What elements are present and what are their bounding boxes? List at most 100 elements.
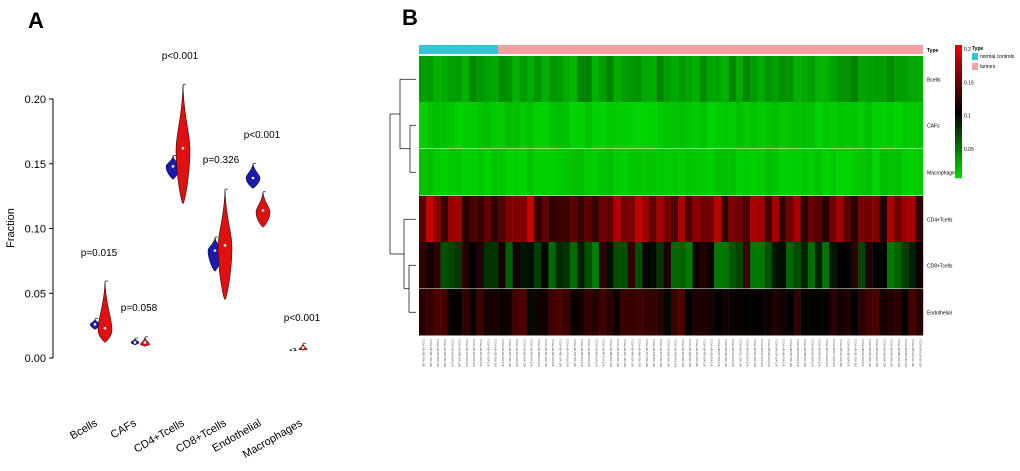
heatmap-cell: [678, 242, 686, 289]
colorbar-tick-label: 0.15: [964, 80, 974, 86]
heatmap-cell: [447, 149, 456, 196]
heatmap-cell: [807, 149, 816, 196]
heatmap-cell: [750, 196, 758, 243]
heatmap-cell: [829, 56, 837, 103]
heatmap-cell: [692, 242, 700, 289]
heatmap-cell: [908, 102, 916, 149]
heatmap-cell: [678, 149, 686, 196]
y-tick-label: 0.20: [25, 94, 46, 106]
column-label: TCGA-AB-4BA-03A-11R: [638, 339, 642, 367]
heatmap-cell: [548, 102, 556, 149]
heatmap-cell: [527, 242, 535, 289]
heatmap-cell: [663, 289, 672, 336]
heatmap-cell: [685, 242, 693, 289]
heatmap-cell: [642, 289, 650, 336]
heatmap-cell: [505, 289, 513, 336]
heatmap-cell: [887, 56, 895, 103]
heatmap-cell: [908, 149, 916, 196]
column-label: TCGA-AB-5A1-03A-11R: [875, 339, 879, 367]
heatmap-cell: [555, 102, 564, 149]
heatmap-cell: [440, 196, 448, 243]
heatmap-cell: [433, 289, 441, 336]
heatmap-cell: [440, 56, 448, 103]
heatmap-cell: [743, 56, 751, 103]
column-label: TCGA-AB-404-03A-11R: [450, 339, 454, 367]
heatmap-cell: [555, 289, 564, 336]
column-label: TCGA-AB-3EF-03A-11R: [429, 339, 433, 367]
row-label: CAFs: [927, 123, 940, 129]
row-label: CD8+Tcells: [927, 263, 953, 269]
heatmap-cell: [671, 289, 679, 336]
heatmap-cell: [498, 289, 506, 336]
median-point: [103, 326, 107, 330]
heatmap-cell: [901, 56, 909, 103]
colorbar-segment: [955, 71, 962, 76]
column-label: TCGA-AB-531-03A-11R: [760, 339, 764, 367]
heatmap-cell: [699, 56, 708, 103]
heatmap-cell: [455, 56, 463, 103]
annotation-cell: [469, 45, 477, 54]
heatmap-cell: [613, 149, 621, 196]
heatmap-cell: [635, 56, 643, 103]
annotation-cell: [563, 45, 571, 54]
annotation-cell: [779, 45, 787, 54]
heatmap-cell: [613, 289, 621, 336]
heatmap-cell: [584, 149, 592, 196]
column-label: TCGA-AB-4CF-03A-11R: [659, 339, 663, 367]
median-point: [301, 346, 305, 349]
annotation-cell: [671, 45, 679, 54]
column-label: TCGA-AB-538-03A-11R: [767, 339, 771, 367]
row-label: Bcells: [927, 77, 941, 83]
annotation-cell: [426, 45, 434, 54]
heatmap-cell: [815, 56, 823, 103]
heatmap-cell: [419, 56, 427, 103]
heatmap-cell: [865, 289, 873, 336]
heatmap-cell: [505, 102, 513, 149]
annotation-cell: [599, 45, 607, 54]
heatmap-cell: [426, 149, 434, 196]
heatmap-cell: [836, 289, 844, 336]
heatmap-cell: [570, 289, 578, 336]
heatmap-cell: [728, 196, 736, 243]
colorbar-segment: [955, 121, 962, 126]
heatmap-cell: [527, 149, 535, 196]
heatmap-cell: [786, 102, 794, 149]
heatmap-cell: [894, 242, 902, 289]
heatmap-cell: [786, 242, 794, 289]
heatmap-cell: [764, 56, 772, 103]
y-axis-label: Fraction: [5, 208, 17, 248]
heatmap-cell: [606, 56, 614, 103]
colorbar-segment: [955, 108, 962, 112]
heatmap-cell: [915, 149, 924, 196]
heatmap-cell: [858, 196, 866, 243]
heatmap-cell: [908, 242, 916, 289]
heatmap-cell: [599, 196, 607, 243]
annotation-cell: [800, 45, 808, 54]
heatmap-cell: [807, 242, 816, 289]
annotation-cell: [721, 45, 729, 54]
colorbar-tick-label: 0.05: [964, 147, 974, 153]
heatmap-cell: [879, 242, 888, 289]
heatmap-cell: [692, 289, 700, 336]
heatmap-cell: [865, 242, 873, 289]
heatmap-cell: [843, 102, 852, 149]
heatmap-cell: [505, 56, 513, 103]
heatmap-cell: [613, 242, 621, 289]
heatmap-cell: [512, 242, 520, 289]
annotation-cell: [577, 45, 585, 54]
heatmap-cell: [815, 102, 823, 149]
heatmap-cell: [743, 149, 751, 196]
heatmap-cell: [764, 102, 772, 149]
heatmap-cell: [894, 102, 902, 149]
heatmap-cell: [908, 196, 916, 243]
heatmap-cell: [635, 102, 643, 149]
heatmap-cell: [627, 196, 636, 243]
column-label: TCGA-AB-3FD-03A-11R: [443, 339, 447, 367]
heatmap-cell: [642, 102, 650, 149]
heatmap-cell: [829, 289, 837, 336]
heatmap-cell: [678, 289, 686, 336]
column-label: TCGA-AB-4F9-03A-11R: [702, 339, 706, 367]
colorbar-segment: [955, 151, 962, 156]
heatmap-cell: [577, 242, 585, 289]
heatmap-cell: [584, 56, 592, 103]
